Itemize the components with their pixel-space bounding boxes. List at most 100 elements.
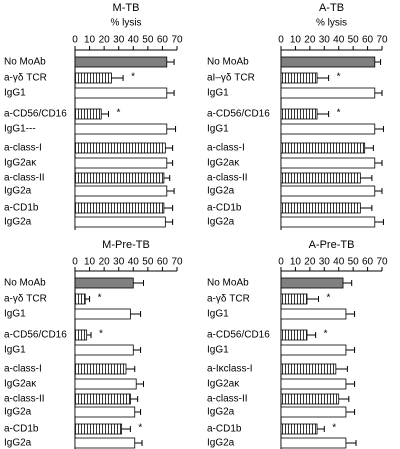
bar — [280, 56, 376, 68]
significance-mark: * — [99, 329, 103, 340]
bar — [280, 406, 347, 418]
bar — [280, 277, 344, 289]
bar — [74, 202, 165, 214]
x-tick-label: 20 — [304, 257, 316, 268]
category-label: a-γδ TCR — [4, 294, 47, 305]
category-label: a-class-II — [4, 394, 45, 405]
category-label: No MoAb — [4, 278, 46, 289]
bar — [280, 142, 366, 154]
category-label: IgG1 — [4, 88, 26, 99]
category-label: No MoAb — [207, 57, 249, 68]
category-label: IgG1--- — [4, 124, 36, 135]
panel-title: A-TB — [319, 2, 344, 14]
bar — [74, 378, 137, 390]
bar — [74, 172, 165, 184]
bar — [280, 293, 308, 305]
bar — [280, 185, 376, 197]
x-tick-label: 30 — [319, 257, 331, 268]
bar — [280, 172, 361, 184]
bar — [74, 87, 168, 99]
x-tick-label: 70 — [171, 257, 183, 268]
x-tick-label: 60 — [157, 257, 169, 268]
bar — [280, 216, 376, 228]
category-label: IgG2aκ — [207, 158, 240, 169]
category-label: IgG1 — [4, 345, 26, 356]
significance-mark: * — [327, 293, 331, 304]
significance-mark: * — [337, 72, 341, 83]
x-tick-label: 10 — [290, 35, 302, 46]
bar — [280, 157, 376, 169]
bar — [74, 423, 123, 435]
category-label: No MoAb — [4, 57, 46, 68]
category-label: IgG2a — [207, 217, 235, 228]
category-label: a-Iκclass-I — [207, 364, 253, 375]
significance-mark: * — [337, 108, 341, 119]
panel-title: M-TB — [113, 2, 140, 14]
significance-mark: * — [324, 329, 328, 340]
category-label: a-class-II — [4, 173, 45, 184]
category-label: a-CD1b — [207, 203, 242, 214]
x-tick-label: 60 — [362, 257, 374, 268]
category-label: IgG2a — [207, 186, 235, 197]
category-label: a-class-I — [4, 364, 42, 375]
x-tick-label: 50 — [142, 257, 154, 268]
category-label: IgG2a — [4, 438, 32, 449]
axis-label: % lysis — [316, 18, 347, 29]
category-label: IgG1 — [207, 88, 229, 99]
x-tick-label: 30 — [113, 257, 125, 268]
bar — [74, 393, 131, 405]
bar — [280, 423, 318, 435]
category-label: a-CD56/CD16 — [207, 330, 270, 341]
bar — [280, 123, 376, 135]
category-label: a-class-I — [4, 143, 42, 154]
bar — [280, 329, 308, 341]
x-tick-label: 0 — [278, 257, 284, 268]
significance-mark: * — [131, 72, 135, 83]
axis-label: % lysis — [110, 18, 141, 29]
x-tick-label: 70 — [376, 35, 388, 46]
category-label: a-CD1b — [4, 424, 39, 435]
category-label: a-class-II — [207, 173, 248, 184]
x-tick-label: 50 — [348, 35, 360, 46]
bar — [280, 72, 318, 84]
x-tick-label: 40 — [333, 257, 345, 268]
category-label: a-CD56/CD16 — [4, 109, 67, 120]
category-label: a-γδ TCR — [207, 294, 250, 305]
x-tick-label: 70 — [171, 35, 183, 46]
bar — [280, 108, 318, 120]
x-tick-label: 0 — [72, 257, 78, 268]
bar — [74, 344, 134, 356]
category-label: a-class-I — [207, 143, 245, 154]
x-tick-label: 70 — [376, 257, 388, 268]
x-tick-label: 0 — [72, 35, 78, 46]
category-label: IgG2aκ — [4, 158, 37, 169]
x-tick-label: 20 — [304, 35, 316, 46]
category-label: aI–γδ TCR — [207, 73, 255, 84]
category-label: IgG2a — [4, 186, 32, 197]
x-tick-label: 30 — [319, 35, 331, 46]
bar — [74, 56, 168, 68]
category-label: IgG2aκ — [207, 379, 240, 390]
bar — [280, 437, 347, 449]
bar — [74, 277, 134, 289]
category-label: a-CD56/CD16 — [207, 109, 270, 120]
bar — [74, 406, 136, 418]
bar — [74, 123, 168, 135]
bar — [74, 72, 112, 84]
panel-title: M-Pre-TB — [102, 239, 150, 251]
bar — [280, 344, 347, 356]
x-tick-label: 50 — [142, 35, 154, 46]
category-label: IgG1 — [207, 124, 229, 135]
x-tick-label: 10 — [290, 257, 302, 268]
x-tick-label: 60 — [157, 35, 169, 46]
bar — [74, 293, 86, 305]
bar — [280, 308, 347, 320]
category-label: IgG2a — [207, 438, 235, 449]
bar — [280, 87, 376, 99]
bar — [280, 378, 347, 390]
category-label: a-γδ TCR — [4, 73, 47, 84]
bar — [74, 308, 131, 320]
category-label: a-CD56/CD16 — [4, 330, 67, 341]
x-tick-label: 20 — [99, 35, 111, 46]
bar — [74, 216, 166, 228]
